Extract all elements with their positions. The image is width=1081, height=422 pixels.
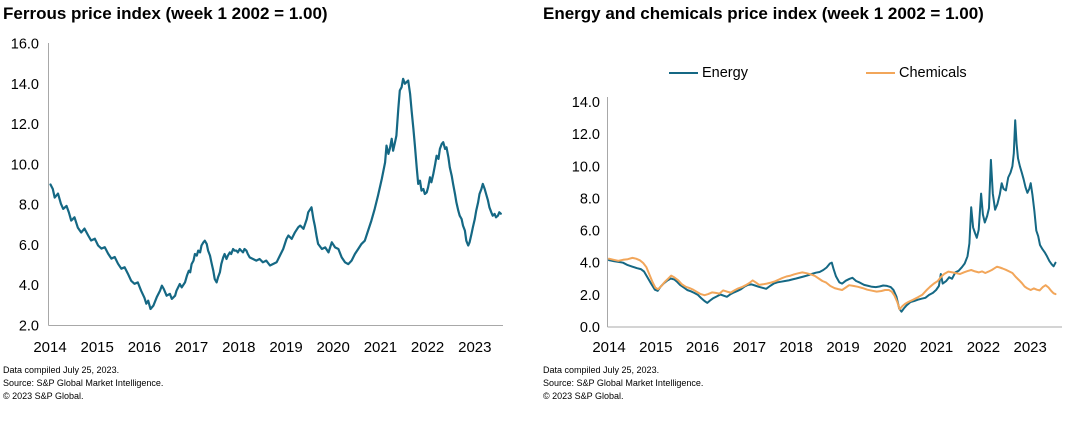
ferrous-x-tick-label: 2015 — [81, 339, 114, 356]
ferrous-x-tick-label: 2021 — [364, 339, 397, 356]
energy-chemicals-y-tick-label: 10.0 — [572, 159, 600, 175]
energy-chemicals-y-tick-label: 2.0 — [580, 288, 600, 304]
ferrous-y-tick-label: 4.0 — [19, 278, 39, 294]
energy-chemicals-x-tick-label: 2022 — [967, 339, 1000, 356]
ferrous-y-tick-label: 8.0 — [19, 198, 39, 214]
ferrous-x-tick-label: 2020 — [317, 339, 350, 356]
footnote-source: Source: S&P Global Market Intelligence. — [543, 378, 704, 388]
energy-chemicals-series-energy — [608, 119, 1057, 313]
energy-chemicals-x-tick-label: 2017 — [733, 339, 766, 356]
ferrous-y-tick-label: 16.0 — [11, 37, 39, 53]
energy-chemicals-y-tick-label: 6.0 — [580, 224, 600, 240]
energy-chemicals-x-tick-label: 2018 — [780, 339, 813, 356]
footnote-source: Source: S&P Global Market Intelligence. — [3, 378, 164, 388]
energy-chemicals-y-tick-label: 12.0 — [572, 127, 600, 143]
legend-item-energy: Energy — [669, 65, 748, 81]
ferrous-series-ferrous — [49, 77, 502, 311]
footnote-copyright: © 2023 S&P Global. — [3, 391, 84, 401]
energy-chemicals-chart-footnotes: Data compiled July 25, 2023. Source: S&P… — [543, 364, 703, 403]
chemicals-legend-label: Chemicals — [899, 65, 967, 81]
ferrous-y-tick-label: 2.0 — [19, 319, 39, 335]
legend-item-chemicals: Chemicals — [866, 65, 967, 81]
energy-chemicals-series-chemicals — [608, 256, 1057, 311]
ferrous-y-tick-label: 14.0 — [11, 77, 39, 93]
ferrous-y-tick-label: 12.0 — [11, 117, 39, 133]
energy-chemicals-x-tick-label: 2014 — [592, 339, 625, 356]
ferrous-x-tick-label: 2022 — [411, 339, 444, 356]
ferrous-chart-footnotes: Data compiled July 25, 2023. Source: S&P… — [3, 364, 163, 403]
ferrous-x-tick-label: 2018 — [222, 339, 255, 356]
ferrous-y-tick-label: 6.0 — [19, 238, 39, 254]
ferrous-x-tick-label: 2017 — [175, 339, 208, 356]
energy-chemicals-chart-title: Energy and chemicals price index (week 1… — [543, 4, 984, 23]
energy-chemicals-y-tick-label: 8.0 — [580, 191, 600, 207]
ferrous-x-tick-label: 2014 — [33, 339, 66, 356]
energy-chemicals-x-tick-label: 2020 — [873, 339, 906, 356]
energy-chemicals-x-tick-label: 2021 — [920, 339, 953, 356]
energy-legend-label: Energy — [702, 65, 748, 81]
energy-chemicals-y-tick-label: 14.0 — [572, 95, 600, 111]
energy-chemicals-x-tick-label: 2016 — [686, 339, 719, 356]
chemicals-line-swatch — [866, 71, 895, 75]
energy-line-swatch — [669, 71, 698, 75]
ferrous-chart-title: Ferrous price index (week 1 2002 = 1.00) — [3, 4, 328, 23]
ferrous-x-tick-label: 2016 — [128, 339, 161, 356]
ferrous-x-tick-label: 2023 — [458, 339, 491, 356]
ferrous-x-tick-label: 2019 — [269, 339, 302, 356]
energy-chemicals-y-tick-label: 4.0 — [580, 256, 600, 272]
footnote-copyright: © 2023 S&P Global. — [543, 391, 624, 401]
energy-chemicals-x-tick-label: 2015 — [639, 339, 672, 356]
ferrous-y-tick-label: 10.0 — [11, 157, 39, 173]
footnote-compiled: Data compiled July 25, 2023. — [543, 365, 660, 375]
footnote-compiled: Data compiled July 25, 2023. — [3, 365, 120, 375]
energy-chemicals-x-tick-label: 2019 — [826, 339, 859, 356]
energy-chemicals-x-tick-label: 2023 — [1014, 339, 1047, 356]
energy-chemicals-y-tick-label: 0.0 — [580, 320, 600, 336]
